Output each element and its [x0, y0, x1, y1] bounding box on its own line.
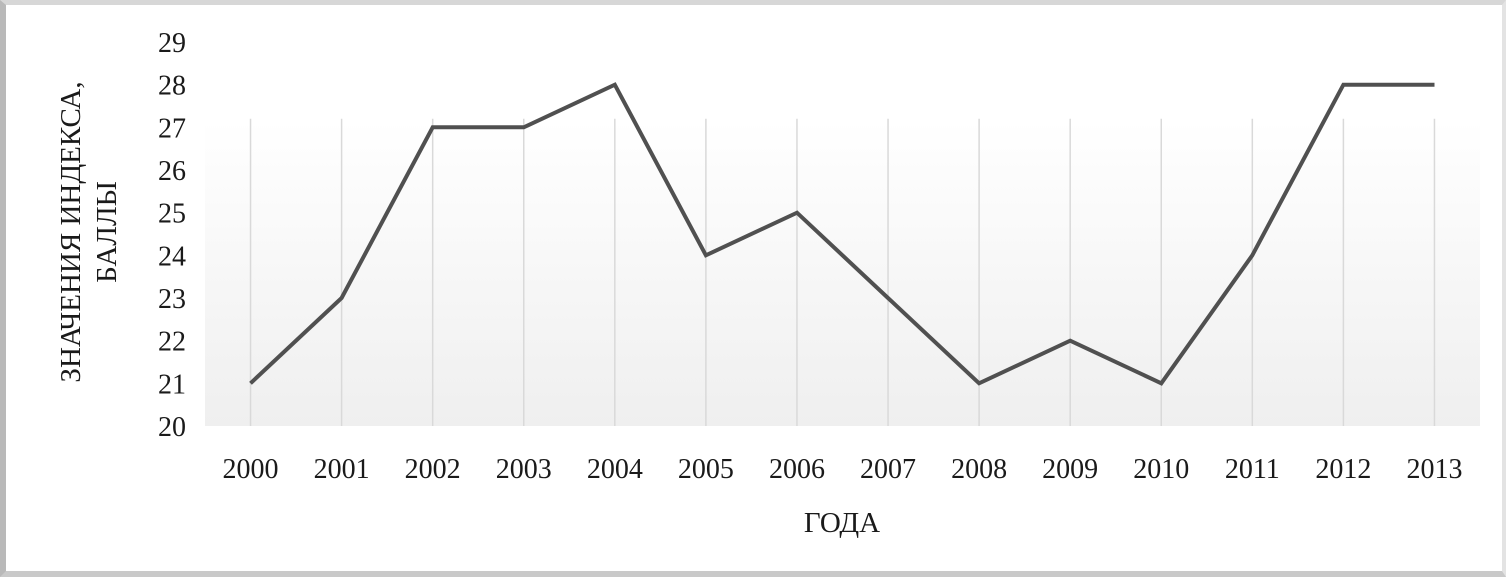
x-tick-2007: 2007	[860, 454, 916, 485]
x-tick-2012: 2012	[1315, 454, 1371, 485]
y-tick-26: 26	[158, 156, 186, 187]
plot-area	[205, 120, 1480, 426]
y-axis-title-line-1: ЗНАЧЕНИЯ ИНДЕКСА,	[55, 81, 87, 382]
x-tick-2009: 2009	[1042, 454, 1098, 485]
x-tick-2013: 2013	[1406, 454, 1462, 485]
x-tick-2008: 2008	[951, 454, 1007, 485]
x-axis-ticks: 2000 2001 2002 2003 2004 2005 2006 2007 2008 2009…	[223, 454, 1463, 485]
y-tick-22: 22	[158, 327, 186, 358]
y-tick-25: 25	[158, 199, 186, 230]
series-line-0	[249, 82, 1435, 386]
x-axis-title: ГОДА	[804, 507, 880, 539]
x-tick-2005: 2005	[678, 454, 734, 485]
y-tick-24: 24	[158, 241, 186, 272]
x-tick-2001: 2001	[314, 454, 370, 485]
x-tick-2000: 2000	[223, 454, 279, 485]
y-tick-20: 20	[158, 412, 186, 443]
x-tick-2002: 2002	[405, 454, 461, 485]
x-tick-2011: 2011	[1225, 454, 1280, 485]
series-group	[249, 82, 1435, 386]
y-tick-23: 23	[158, 284, 186, 315]
y-tick-28: 28	[158, 71, 186, 102]
x-tick-2003: 2003	[496, 454, 552, 485]
gridlines	[249, 118, 1436, 426]
y-axis-title-line-2: БАЛЛЫ	[91, 181, 123, 283]
y-tick-27: 27	[158, 113, 186, 144]
y-axis-ticks: 20 21 22 23 24 25 26 27 28 29	[158, 28, 186, 443]
y-tick-21: 21	[158, 369, 186, 400]
x-tick-2006: 2006	[769, 454, 825, 485]
y-tick-29: 29	[158, 28, 186, 59]
x-tick-2004: 2004	[587, 454, 643, 485]
x-tick-2010: 2010	[1133, 454, 1189, 485]
y-axis-title: ЗНАЧЕНИЯ ИНДЕКСА, БАЛЛЫ	[55, 81, 123, 382]
